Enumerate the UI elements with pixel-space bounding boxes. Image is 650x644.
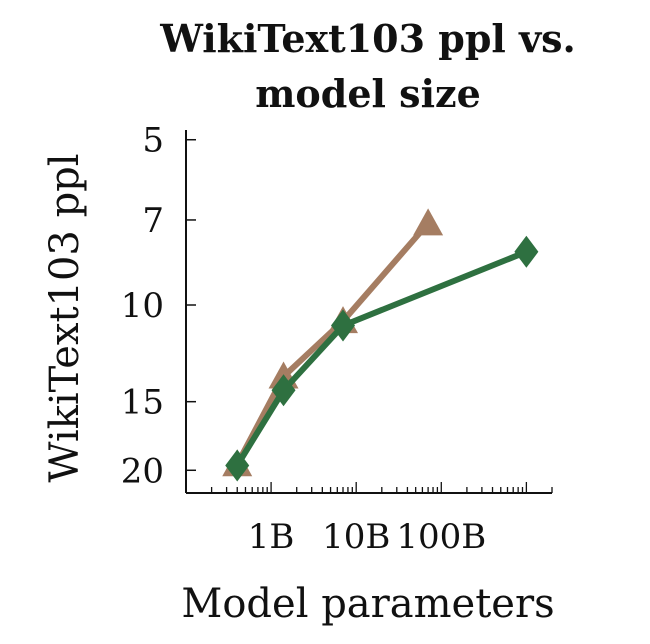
x-tick-label: 10B [322,517,390,557]
chart-title-line-1: WikiText103 ppl vs. [159,16,576,61]
y-tick-label: 5 [142,121,164,161]
x-tick-label: 1B [248,517,295,557]
x-ticks: 1B 10B 100B [185,482,553,557]
series-diamond [225,235,539,482]
data-point-diamond [331,309,356,342]
y-ticks: 5 7 10 15 20 [121,121,196,491]
y-tick-label: 7 [142,201,164,241]
data-point-triangle [413,208,444,236]
x-axis-label: Model parameters [181,581,554,627]
series-layer [222,208,539,482]
data-point-diamond [225,449,250,482]
y-tick-label: 15 [121,383,164,423]
y-tick-label: 20 [121,451,164,491]
series-line [234,221,431,466]
y-axis-label: WikiText103 ppl [42,153,88,482]
chart-title-line-2: model size [255,71,481,116]
data-point-diamond [514,235,539,268]
axes [185,130,552,494]
x-tick-label: 100B [396,517,486,557]
y-tick-label: 10 [121,286,164,326]
data-point-diamond [271,374,296,407]
series-line [234,249,528,468]
